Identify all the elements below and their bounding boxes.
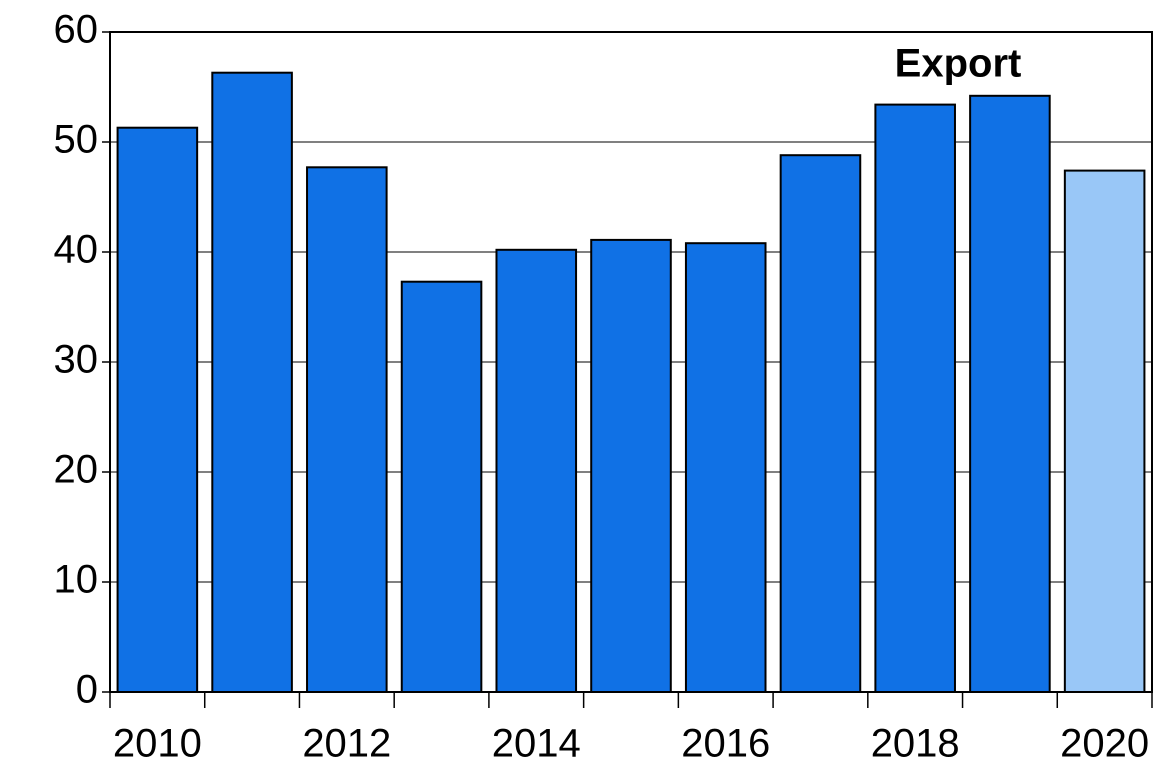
y-tick-label: 30: [54, 338, 99, 382]
bar: [684, 242, 767, 693]
x-tick-label: 2010: [113, 722, 202, 766]
x-tick-label: 2018: [871, 722, 960, 766]
bar: [1063, 169, 1146, 694]
plot-frame: [109, 31, 1153, 693]
bar: [495, 248, 578, 694]
y-tick-label: 20: [54, 448, 99, 492]
bar: [590, 238, 672, 693]
x-tick-label: 2020: [1060, 722, 1149, 766]
x-tick-label: 2012: [302, 722, 391, 766]
y-tick-label: 50: [54, 118, 99, 162]
bar: [211, 71, 293, 693]
annotation: Export: [895, 42, 1022, 86]
bar: [306, 166, 388, 694]
bar: [969, 94, 1051, 694]
y-tick-label: 40: [54, 228, 99, 272]
x-tick-label: 2016: [681, 722, 770, 766]
bar: [400, 280, 483, 693]
bar: [874, 103, 956, 694]
x-tick-label: 2014: [492, 722, 581, 766]
y-tick-label: 0: [76, 668, 98, 712]
y-tick-label: 10: [54, 558, 99, 602]
bar: [116, 126, 199, 693]
bar: [779, 154, 862, 693]
y-tick-label: 60: [54, 8, 99, 52]
